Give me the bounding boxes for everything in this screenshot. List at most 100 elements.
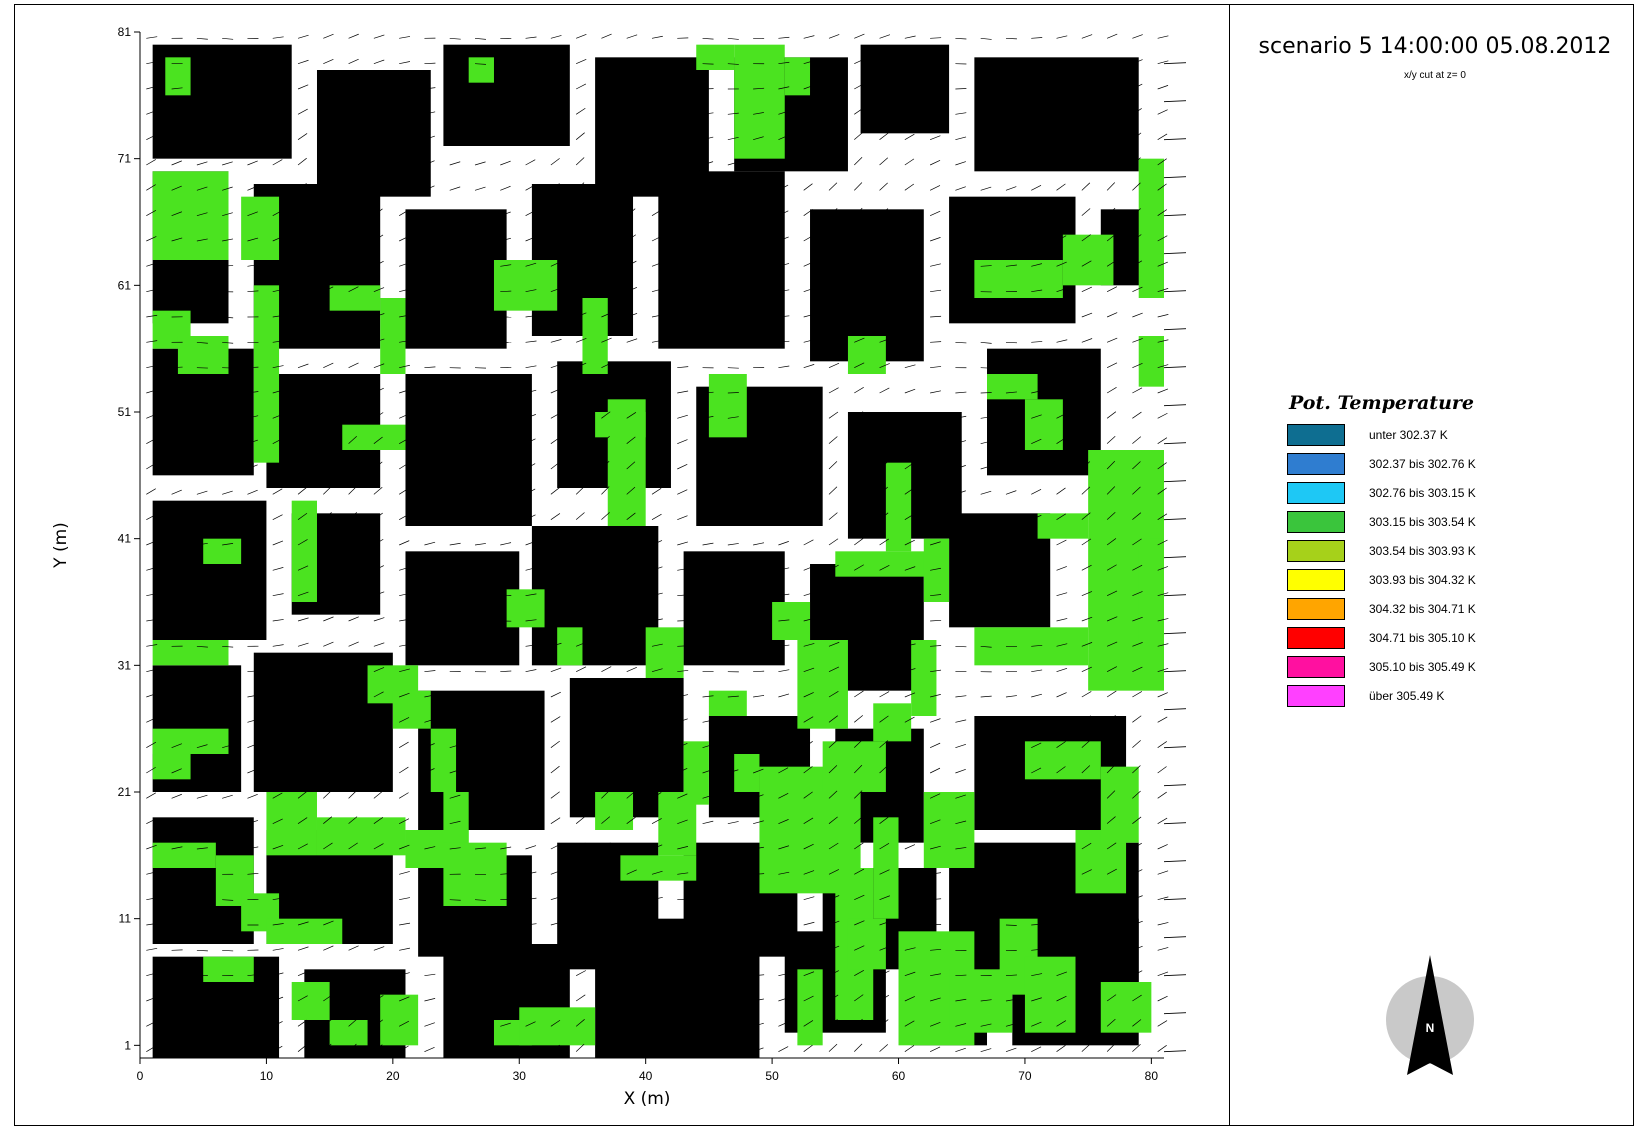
wind-vector — [474, 490, 486, 495]
wind-vector — [222, 543, 234, 546]
wind-vector — [1157, 314, 1169, 318]
wind-vector — [373, 157, 383, 166]
wind-vector — [474, 186, 486, 191]
wind-vector — [146, 566, 157, 571]
wind-vector — [171, 489, 182, 495]
wind-vector — [930, 948, 942, 951]
wind-vector — [778, 159, 789, 166]
wind-vector — [222, 465, 233, 470]
wind-vector — [1056, 235, 1067, 242]
wind-vector — [727, 645, 739, 648]
wind-vector — [879, 869, 890, 875]
wind-vector — [575, 739, 585, 748]
wind-vector — [424, 111, 436, 115]
wind-vector — [601, 207, 610, 216]
wind-vector — [828, 994, 839, 1002]
wind-vector — [575, 715, 586, 723]
wind-vector — [297, 363, 309, 368]
wind-vector — [854, 715, 864, 723]
wind-vector — [778, 897, 790, 901]
wind-vector — [651, 540, 663, 546]
wind-vector — [1157, 791, 1167, 799]
y-axis-title: Y (m) — [51, 522, 71, 569]
wind-vector — [753, 160, 764, 166]
wind-vector — [955, 341, 967, 344]
wind-vector-edge — [1163, 328, 1187, 331]
wind-vector — [828, 790, 838, 799]
wind-vector — [323, 58, 334, 64]
wind-vector — [373, 995, 384, 1002]
wind-vector — [550, 617, 562, 622]
vegetation-area — [822, 741, 886, 792]
wind-vector — [550, 84, 562, 90]
wind-vector — [1157, 261, 1168, 267]
wind-vector — [424, 1022, 435, 1027]
wind-vector — [1157, 388, 1169, 394]
y-tick-label: 41 — [118, 532, 132, 546]
wind-vector — [854, 387, 864, 394]
wind-vector — [550, 108, 561, 115]
wind-vector — [955, 744, 966, 749]
wind-vector — [474, 37, 486, 40]
wind-vector — [399, 592, 410, 597]
wind-vector — [803, 261, 814, 267]
wind-vector — [171, 87, 183, 90]
wind-vector — [702, 719, 714, 723]
wind-vector — [980, 265, 992, 267]
wind-vector — [146, 314, 158, 318]
wind-vector — [955, 768, 966, 774]
wind-vector — [474, 744, 486, 749]
wind-vector — [778, 365, 790, 369]
wind-vector — [222, 820, 233, 825]
wind-vector — [575, 816, 585, 824]
wind-vector — [373, 260, 384, 267]
wind-vector-edge — [1163, 822, 1187, 825]
wind-vector — [803, 60, 815, 65]
wind-vector — [146, 540, 157, 546]
vegetation-area — [873, 817, 899, 919]
wind-vector — [398, 158, 409, 166]
wind-vector — [601, 58, 612, 64]
wind-vector — [146, 438, 157, 444]
wind-vector — [828, 59, 840, 64]
wind-vector-edge — [1163, 632, 1187, 635]
wind-vector — [980, 847, 992, 850]
wind-vector — [474, 465, 486, 470]
wind-vector — [323, 920, 334, 926]
wind-vector — [677, 645, 689, 647]
wind-vector — [930, 414, 941, 419]
wind-vector — [677, 390, 689, 394]
wind-vector — [1081, 564, 1092, 571]
wind-vector — [323, 868, 334, 875]
wind-vector — [373, 182, 383, 191]
wind-vector — [399, 871, 410, 875]
legend-label: 303.54 bis 303.93 K — [1369, 544, 1476, 558]
wind-vector — [297, 461, 307, 470]
wind-vector — [1157, 971, 1169, 976]
wind-vector — [626, 691, 637, 698]
wind-vector — [1106, 1043, 1116, 1052]
wind-vector — [727, 265, 739, 267]
wind-vector — [146, 413, 157, 419]
wind-vector — [474, 543, 486, 546]
wind-vector — [525, 644, 537, 647]
wind-vector — [272, 134, 283, 140]
wind-vector — [702, 465, 714, 470]
wind-vector — [348, 58, 359, 64]
wind-vector — [727, 924, 739, 927]
wind-vector — [398, 1045, 409, 1052]
wind-vector — [500, 111, 512, 115]
wind-vector — [904, 437, 915, 444]
wind-vector — [297, 208, 308, 216]
wind-vector — [828, 970, 839, 976]
wind-vector — [1031, 898, 1043, 901]
wind-vector — [171, 1022, 183, 1027]
wind-vector — [677, 1046, 688, 1052]
wind-vector — [828, 312, 840, 318]
wind-vector — [1132, 642, 1143, 647]
wind-vector — [449, 440, 461, 445]
wind-vector — [1106, 616, 1118, 622]
wind-vector — [778, 210, 789, 216]
wind-vector — [702, 1023, 714, 1027]
wind-vector — [146, 236, 157, 242]
